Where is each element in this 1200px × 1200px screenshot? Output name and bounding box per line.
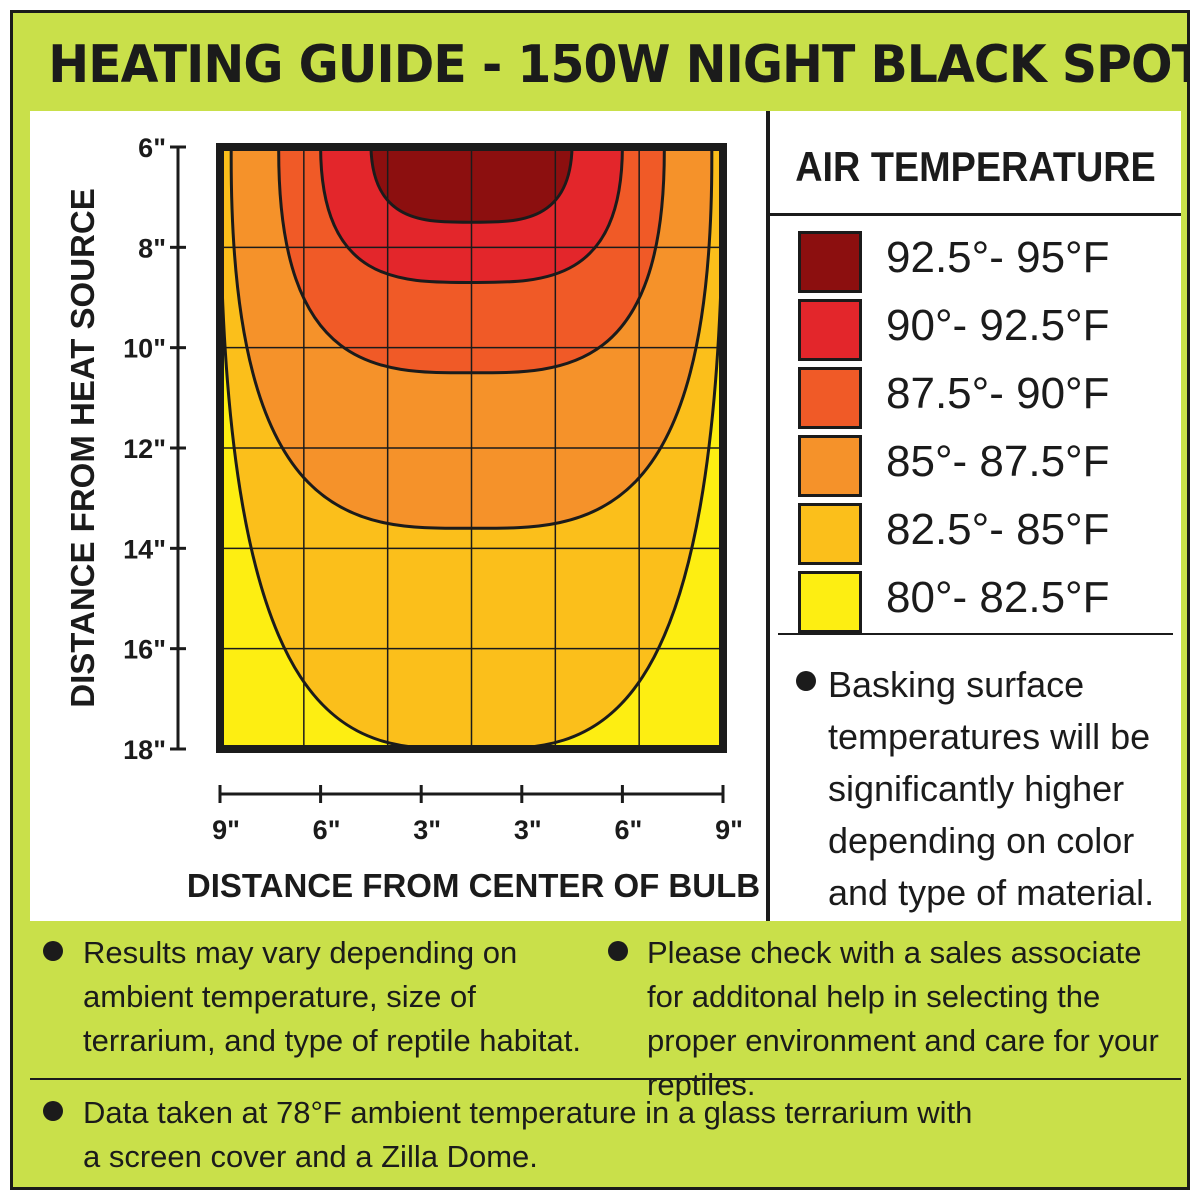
legend-label: 85°- 87.5°F (886, 437, 1110, 486)
plot-zones (220, 147, 723, 749)
guide-frame: HEATING GUIDE - 150W NIGHT BLACK SPOT 6"… (10, 10, 1190, 1190)
y-tick-label: 10" (123, 334, 166, 364)
legend-divider (770, 213, 1181, 216)
y-tick-label: 12" (123, 434, 166, 464)
chart-panel: 6" 8" 10" 12" 14" 16" 18" DISTANCE FROM HEAT SO… (30, 111, 766, 921)
page-title: HEATING GUIDE - 150W NIGHT BLACK SPOT (48, 35, 1190, 95)
legend-panel: AIR TEMPERATURE 92.5°- 95°F 90°- 92.5°F … (766, 111, 1181, 921)
legend-swatch (798, 503, 862, 565)
legend-label: 90°- 92.5°F (886, 301, 1110, 350)
basking-note: Basking surface temperatures will be sig… (828, 664, 1155, 913)
legend-swatch (798, 299, 862, 361)
legend-swatch (798, 571, 862, 633)
legend-swatch (798, 435, 862, 497)
x-tick-label: 3" (413, 815, 441, 845)
y-tick-label: 14" (123, 534, 166, 564)
x-axis-title: DISTANCE FROM CENTER OF BULB (187, 867, 760, 904)
legend-divider (778, 633, 1173, 635)
legend-label: 87.5°- 90°F (886, 369, 1110, 418)
y-tick-label: 18" (123, 735, 166, 765)
bullet-icon (608, 941, 628, 961)
legend-label: 82.5°- 85°F (886, 505, 1110, 554)
y-tick-label: 8" (138, 233, 166, 263)
plot-border (216, 143, 727, 753)
results-note: Results may vary depending on ambient te… (83, 935, 581, 1058)
legend-swatch (798, 231, 862, 293)
legend-label: 92.5°- 95°F (886, 233, 1110, 282)
bullet-icon (43, 1101, 63, 1121)
legend-title: AIR TEMPERATURE (795, 143, 1156, 190)
bullet-icon (43, 941, 63, 961)
heating-chart: 6" 8" 10" 12" 14" 16" 18" DISTANCE FROM HEAT SO… (64, 133, 760, 904)
y-axis-title: DISTANCE FROM HEAT SOURCE (64, 188, 101, 707)
footer-divider (30, 1078, 1181, 1080)
y-tick-label: 6" (138, 133, 166, 163)
data-note: Data taken at 78°F ambient temperature i… (83, 1095, 973, 1174)
x-tick-label: 6" (614, 815, 642, 845)
y-tick-label: 16" (123, 635, 166, 665)
legend-label: 80°- 82.5°F (886, 573, 1110, 622)
x-tick-label: 9" (212, 815, 240, 845)
bullet-icon (796, 671, 816, 691)
legend-swatch (798, 367, 862, 429)
x-tick-label: 9" (715, 815, 743, 845)
x-tick-label: 3" (514, 815, 542, 845)
associate-note: Please check with a sales associate for … (647, 935, 1159, 1102)
x-tick-label: 6" (313, 815, 341, 845)
